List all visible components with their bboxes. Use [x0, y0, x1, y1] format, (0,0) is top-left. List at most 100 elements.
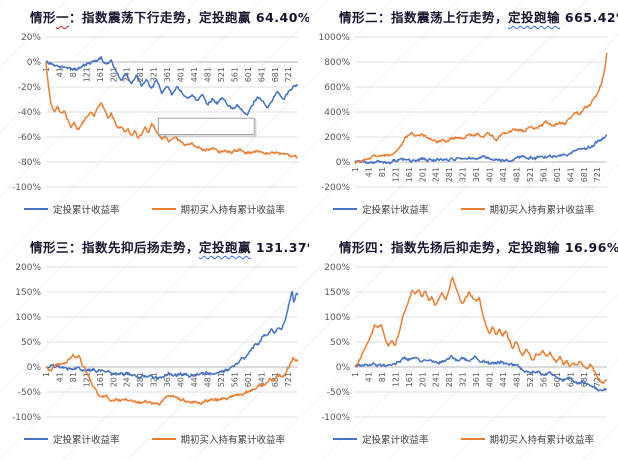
x-tick-label: 201	[109, 67, 118, 82]
x-tick-label: 41	[55, 372, 64, 382]
y-tick-label: 100%	[15, 313, 41, 323]
blue-series-line	[354, 133, 608, 165]
orange-legend-line-swatch	[151, 438, 176, 440]
y-tick-label: 200%	[324, 263, 350, 273]
blue-series-line	[45, 56, 299, 116]
x-tick-label: 521	[217, 372, 226, 387]
panel-title: 情形四：指数先扬后抑走势，定投跑输 16.96%↵	[339, 237, 618, 256]
x-tick-label: 281	[445, 372, 454, 387]
title-segment: ：指数震荡下行走势，定投跑赢 64.40%	[69, 10, 309, 25]
y-tick-label: 400%	[324, 108, 350, 118]
legend-item: 定投累计收益率	[23, 432, 120, 446]
x-tick-label: 161	[405, 372, 414, 387]
panel-scenario-4: 情形四：指数先扬后抑走势，定投跑输 16.96%↵ 200% 150% 100% 50…	[309, 230, 618, 460]
x-tick-label: 361	[472, 372, 481, 387]
x-tick-label: 241	[432, 372, 441, 387]
x-tick-label: 601	[553, 372, 562, 387]
y-tick-label: -50%	[327, 388, 351, 398]
title-segment: 情形四：指数先扬后抑走势，定投跑输 16.96%	[339, 240, 618, 255]
panel-scenario-1: 情形一：指数震荡下行走势，定投跑赢 64.40%↵ 20% 0% -20% -40% -…	[0, 0, 309, 230]
y-tick-label: -20%	[18, 83, 42, 93]
x-tick-label: 441	[190, 67, 199, 82]
y-tick-label: 1000%	[319, 33, 351, 43]
x-tick-label: 401	[486, 167, 495, 182]
y-tick-label: 150%	[324, 288, 350, 298]
x-tick-label: 601	[553, 167, 562, 182]
y-tick-label: 0%	[27, 58, 42, 68]
x-tick-label: 641	[257, 67, 266, 82]
x-tick-label: 481	[512, 167, 521, 182]
x-tick-label: 81	[378, 372, 387, 382]
legend-label: 定投累计收益率	[52, 435, 120, 446]
x-tick-label: 41	[364, 167, 373, 177]
chart-legend: 定投累计收益率 期初买入持有累计收益率	[309, 429, 618, 449]
x-tick-label: 521	[526, 167, 535, 182]
x-tick-label: 681	[580, 372, 589, 387]
y-tick-label: -50%	[18, 388, 42, 398]
x-tick-label: 1	[42, 372, 51, 377]
x-tick-label: 1	[351, 372, 360, 377]
y-tick-label: -80%	[18, 158, 42, 168]
x-tick-label: 321	[150, 67, 159, 82]
x-tick-label: 681	[580, 167, 589, 182]
x-tick-label: 521	[217, 67, 226, 82]
title-segment: 665.42%	[564, 10, 618, 25]
x-tick-label: 361	[163, 372, 172, 387]
x-tick-label: 481	[203, 67, 212, 82]
x-tick-label: 1	[351, 167, 360, 172]
orange-legend-line-swatch	[151, 208, 176, 210]
x-tick-label: 321	[459, 372, 468, 387]
legend-item: 定投累计收益率	[23, 202, 120, 216]
x-tick-label: 281	[136, 67, 145, 82]
orange-legend-line-swatch	[460, 438, 485, 440]
x-tick-label: 401	[177, 67, 186, 82]
x-tick-label: 81	[378, 167, 387, 177]
x-tick-label: 121	[391, 167, 400, 182]
panel-title: 情形二：指数震荡上行走势，定投跑输 665.42%↵	[339, 7, 618, 26]
x-tick-label: 601	[244, 372, 253, 387]
legend-label: 期初买入持有累计收益率	[489, 205, 595, 216]
blue-legend-line-swatch	[332, 438, 357, 440]
legend-label: 定投累计收益率	[52, 205, 120, 216]
x-tick-label: 161	[405, 167, 414, 182]
line-chart: 1000% 800% 600% 400% 200% 0% -200% 1 41 81 121 161 2…	[319, 33, 608, 193]
title-segment: 定投跑输	[508, 10, 561, 25]
x-tick-label: 361	[163, 67, 172, 82]
x-tick-label: 41	[364, 372, 373, 382]
x-tick-label: 561	[539, 167, 548, 182]
x-tick-label: 361	[472, 167, 481, 182]
x-tick-label: 241	[123, 372, 132, 387]
x-tick-label: 561	[539, 372, 548, 387]
y-tick-label: 20%	[21, 33, 41, 43]
x-tick-label: 561	[230, 67, 239, 82]
x-tick-label: 321	[459, 167, 468, 182]
x-tick-label: 321	[150, 372, 159, 387]
x-tick-label: 441	[499, 167, 508, 182]
x-tick-label: 81	[69, 372, 78, 382]
x-tick-label: 481	[512, 372, 521, 387]
line-chart: 200% 150% 100% 50% 0% -50% -100% 1 41 81 121 161 201…	[321, 263, 608, 423]
chart-legend: 定投累计收益率 期初买入持有累计收益率	[0, 429, 309, 449]
blue-series-line	[354, 354, 607, 392]
y-tick-label: 200%	[15, 263, 41, 273]
y-tick-label: 0%	[336, 363, 351, 373]
y-tick-label: 0%	[336, 158, 351, 168]
y-tick-label: -200%	[321, 183, 350, 193]
title-segment: 情形	[30, 10, 57, 25]
legend-label: 定投累计收益率	[361, 435, 429, 446]
blue-legend-line-swatch	[23, 208, 48, 210]
x-tick-label: 401	[486, 372, 495, 387]
line-chart: 20%0%-20%-40%-60%-80%-100%1 41 81 121 161 201…	[12, 33, 299, 193]
legend-item: 期初买入持有累计收益率	[460, 432, 594, 446]
x-tick-label: 681	[271, 67, 280, 82]
title-segment: 定投跑赢	[199, 240, 252, 255]
panel-scenario-2: 情形二：指数震荡上行走势，定投跑输 665.42%↵ 1000% 800% 600%…	[309, 0, 618, 230]
legend-label: 期初买入持有累计收益率	[180, 205, 286, 216]
orange-series-line	[354, 276, 608, 385]
x-tick-label: 721	[593, 167, 602, 182]
title-segment: 131.37%	[255, 240, 309, 255]
x-tick-label: 121	[391, 372, 400, 387]
x-tick-label: 161	[96, 372, 105, 387]
